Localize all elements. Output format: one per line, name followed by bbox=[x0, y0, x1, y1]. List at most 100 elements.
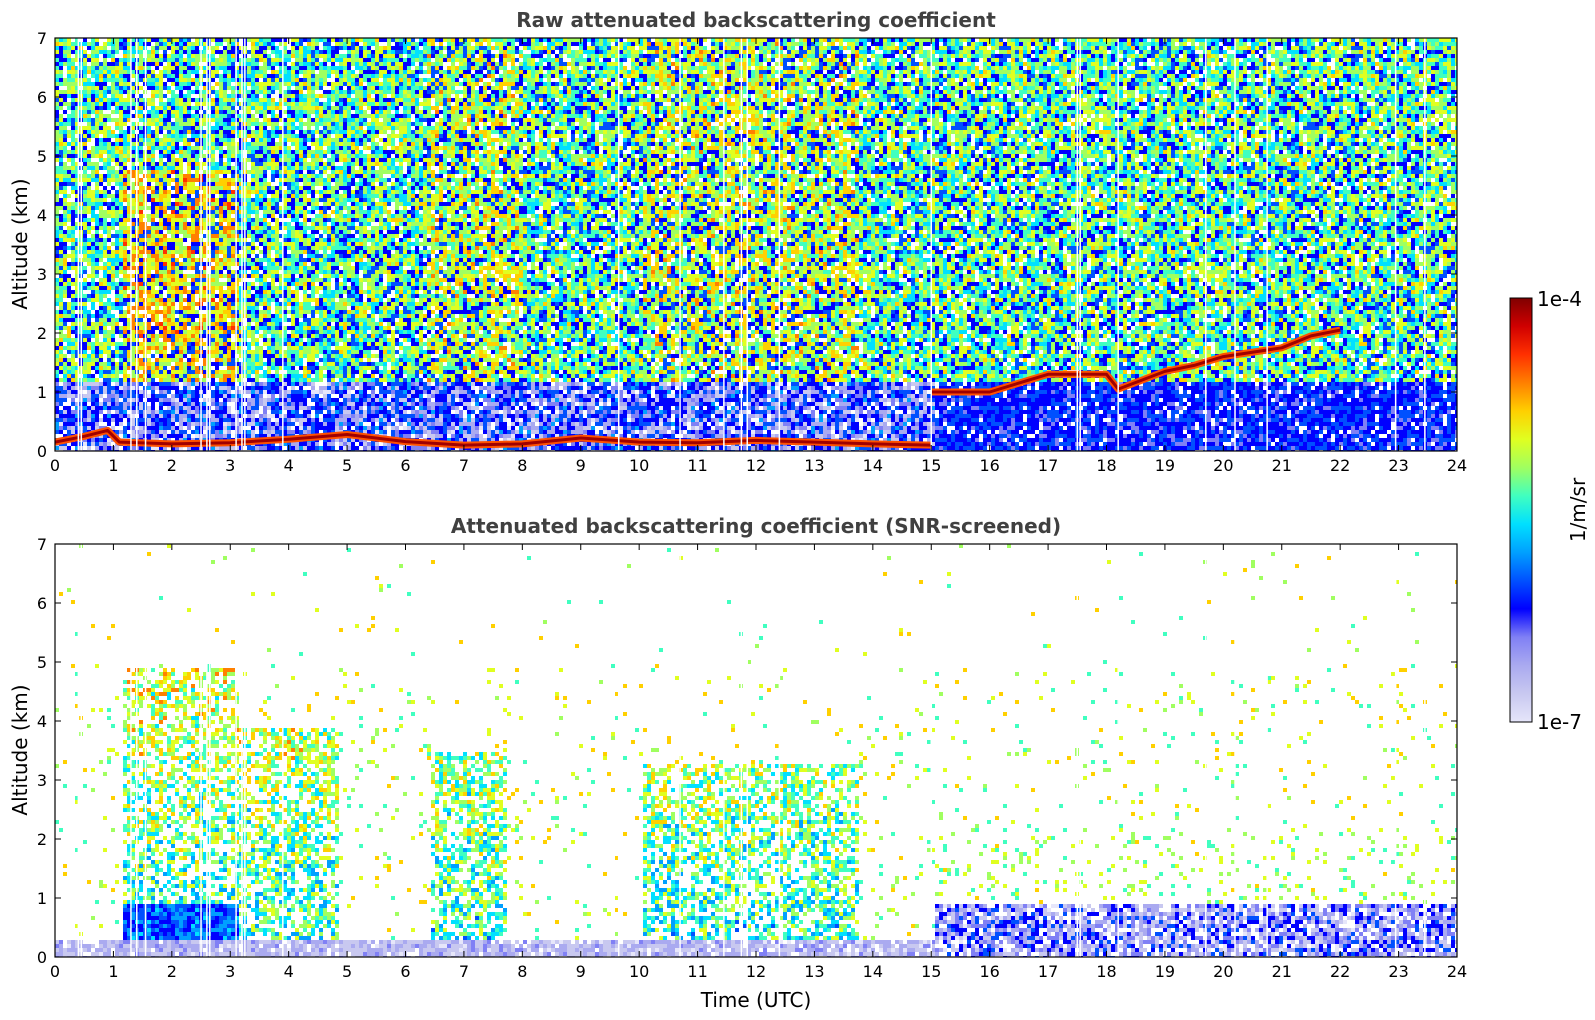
heat-cell bbox=[95, 350, 99, 354]
heat-cell bbox=[179, 254, 183, 258]
heat-cell bbox=[219, 434, 223, 438]
heat-cell bbox=[211, 186, 215, 190]
heat-cell bbox=[263, 230, 267, 234]
heat-cell bbox=[99, 106, 103, 110]
heat-cell bbox=[187, 98, 191, 102]
heat-cell bbox=[123, 446, 127, 450]
heat-cell bbox=[215, 234, 219, 238]
heat-cell bbox=[211, 238, 215, 242]
heat-cell bbox=[99, 102, 103, 106]
heat-cell bbox=[103, 46, 107, 50]
heat-cell bbox=[119, 414, 123, 418]
heat-cell bbox=[91, 94, 95, 98]
heat-cell bbox=[191, 258, 195, 262]
heat-cell bbox=[115, 74, 119, 78]
heat-cell bbox=[139, 46, 143, 50]
heat-cell bbox=[255, 50, 259, 54]
heat-cell bbox=[195, 118, 199, 122]
heat-cell bbox=[195, 130, 199, 134]
heat-cell bbox=[115, 162, 119, 166]
heat-cell bbox=[255, 338, 259, 342]
heat-cell bbox=[171, 234, 175, 238]
heat-cell bbox=[191, 202, 195, 206]
heat-cell bbox=[251, 74, 255, 78]
heat-cell bbox=[211, 410, 215, 414]
heat-cell bbox=[107, 206, 111, 210]
heat-cell bbox=[123, 138, 127, 142]
heat-cell bbox=[215, 126, 219, 130]
heat-cell bbox=[179, 326, 183, 330]
heat-cell bbox=[191, 50, 195, 54]
heat-cell bbox=[159, 46, 163, 50]
heat-cell bbox=[95, 194, 99, 198]
heat-cell bbox=[155, 114, 159, 118]
heat-cell bbox=[195, 346, 199, 350]
heat-cell bbox=[187, 414, 191, 418]
heat-cell bbox=[259, 314, 263, 318]
heat-cell bbox=[111, 166, 115, 170]
heat-cell bbox=[119, 190, 123, 194]
heat-cell bbox=[215, 106, 219, 110]
heat-cell bbox=[103, 326, 107, 330]
heat-cell bbox=[191, 326, 195, 330]
heat-cell bbox=[211, 338, 215, 342]
heat-cell bbox=[267, 326, 271, 330]
heat-cell bbox=[59, 122, 63, 126]
heat-cell bbox=[151, 198, 155, 202]
heat-cell bbox=[187, 330, 191, 334]
heat-cell bbox=[71, 310, 75, 314]
heat-cell bbox=[115, 294, 119, 298]
heat-cell bbox=[151, 330, 155, 334]
heat-cell bbox=[91, 426, 95, 430]
heat-cell bbox=[59, 322, 63, 326]
heat-cell bbox=[191, 190, 195, 194]
heat-cell bbox=[175, 58, 179, 62]
heat-cell bbox=[195, 194, 199, 198]
heat-cell bbox=[139, 434, 143, 438]
heat-cell bbox=[187, 434, 191, 438]
heat-cell bbox=[227, 242, 231, 246]
heat-cell bbox=[195, 170, 199, 174]
heat-cell bbox=[187, 194, 191, 198]
heat-cell bbox=[115, 90, 119, 94]
heat-cell bbox=[223, 338, 227, 342]
heat-cell bbox=[223, 226, 227, 230]
heat-cell bbox=[175, 294, 179, 298]
heat-cell bbox=[219, 82, 223, 86]
heat-cell bbox=[263, 66, 267, 70]
heat-cell bbox=[107, 222, 111, 226]
heat-cell bbox=[183, 186, 187, 190]
heat-cell bbox=[247, 190, 251, 194]
heat-cell bbox=[179, 322, 183, 326]
heat-cell bbox=[263, 406, 267, 410]
heat-cell bbox=[159, 270, 163, 274]
heat-cell bbox=[159, 286, 163, 290]
heat-cell bbox=[71, 442, 75, 446]
heat-cell bbox=[215, 146, 219, 150]
heat-cell bbox=[103, 82, 107, 86]
heat-cell bbox=[123, 114, 127, 118]
heat-cell bbox=[63, 246, 67, 250]
heat-cell bbox=[223, 166, 227, 170]
heat-cell bbox=[163, 278, 167, 282]
heat-cell bbox=[123, 350, 127, 354]
heat-cell bbox=[167, 122, 171, 126]
heat-cell bbox=[63, 274, 67, 278]
heat-cell bbox=[115, 62, 119, 66]
heat-cell bbox=[175, 270, 179, 274]
heat-cell bbox=[123, 374, 127, 378]
heat-cell bbox=[87, 398, 91, 402]
heat-cell bbox=[171, 90, 175, 94]
heat-cell bbox=[163, 118, 167, 122]
heat-cell bbox=[267, 362, 271, 366]
heat-cell bbox=[67, 350, 71, 354]
heat-cell bbox=[167, 206, 171, 210]
heat-cell bbox=[119, 410, 123, 414]
heat-cell bbox=[179, 426, 183, 430]
heat-cell bbox=[67, 150, 71, 154]
heat-cell bbox=[215, 310, 219, 314]
heat-cell bbox=[107, 150, 111, 154]
heat-cell bbox=[163, 198, 167, 202]
heat-cell bbox=[147, 206, 151, 210]
heat-cell bbox=[231, 62, 235, 66]
